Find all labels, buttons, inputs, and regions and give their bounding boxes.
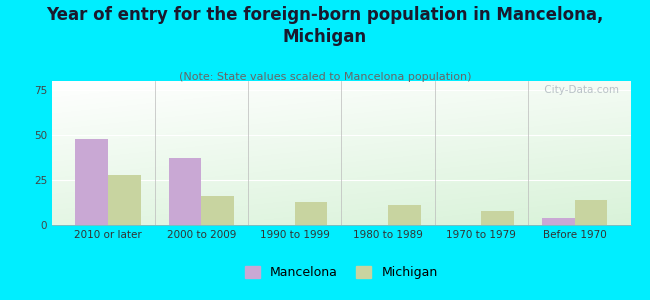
Bar [388,205,421,225]
Bar [75,139,108,225]
Bar [294,202,327,225]
Text: (Note: State values scaled to Mancelona population): (Note: State values scaled to Mancelona … [179,72,471,82]
Bar [168,158,202,225]
Bar [202,196,234,225]
Legend: Mancelona, Michigan: Mancelona, Michigan [245,266,437,279]
Bar [542,218,575,225]
Text: City-Data.com: City-Data.com [541,85,619,95]
Bar [481,211,514,225]
Bar [108,175,140,225]
Text: Year of entry for the foreign-born population in Mancelona,
Michigan: Year of entry for the foreign-born popul… [46,6,604,46]
Bar [575,200,607,225]
